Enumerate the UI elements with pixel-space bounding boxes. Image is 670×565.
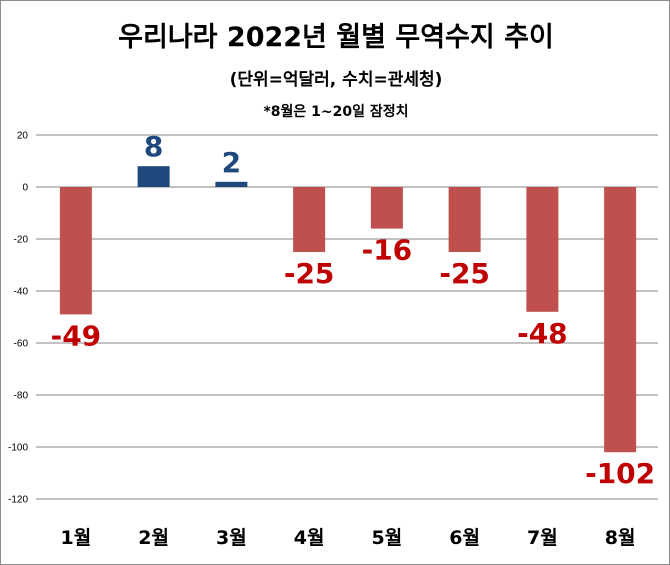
bars xyxy=(59,166,637,453)
x-tick-label: 8월 xyxy=(605,527,636,549)
bar-7 xyxy=(526,187,559,312)
bar-6 xyxy=(448,187,481,252)
chart-title: 우리나라 2022년 월별 무역수지 추이 xyxy=(118,22,554,53)
x-tick-label: 3월 xyxy=(216,527,247,549)
x-tick-label: 7월 xyxy=(527,527,558,549)
data-label: -16 xyxy=(362,234,413,267)
x-tick-label: 5월 xyxy=(372,527,403,549)
data-label: -48 xyxy=(517,317,568,350)
y-tick-label: -100 xyxy=(8,443,28,454)
x-tick-label: 2월 xyxy=(138,527,169,549)
data-label: -25 xyxy=(284,257,335,290)
data-label: 8 xyxy=(144,130,163,163)
y-tick-label: -120 xyxy=(8,495,28,506)
bar-2 xyxy=(137,166,170,187)
y-tick-label: -60 xyxy=(14,339,29,350)
x-tick-label: 4월 xyxy=(294,527,325,549)
bar-3 xyxy=(215,181,248,187)
chart-subtitle: (단위=억달러, 수치=관세청) xyxy=(229,70,443,90)
data-label: -102 xyxy=(585,457,655,490)
x-tick-label: 6월 xyxy=(449,527,480,549)
y-tick-label: 0 xyxy=(22,183,28,194)
bar-1 xyxy=(59,187,92,315)
bar-5 xyxy=(370,187,403,229)
data-label: -25 xyxy=(439,257,490,290)
y-tick-label: -80 xyxy=(14,391,29,402)
x-axis-ticks: 1월 2월 3월 4월 5월 6월 7월 8월 xyxy=(61,527,636,549)
data-label: 2 xyxy=(222,146,241,179)
data-label: -49 xyxy=(51,319,102,352)
y-tick-label: -20 xyxy=(14,235,29,246)
y-tick-label: -40 xyxy=(14,287,29,298)
data-labels: -49 8 2 -25 -16 -25 -48 -102 xyxy=(51,130,656,490)
y-axis-ticks: 20 0 -20 -40 -60 -80 -100 -120 xyxy=(8,131,28,506)
bar-4 xyxy=(293,187,326,252)
y-tick-label: 20 xyxy=(17,131,29,142)
chart-note: *8월은 1~20일 잠정치 xyxy=(263,104,409,120)
bar-8 xyxy=(604,187,637,453)
x-tick-label: 1월 xyxy=(61,527,92,549)
